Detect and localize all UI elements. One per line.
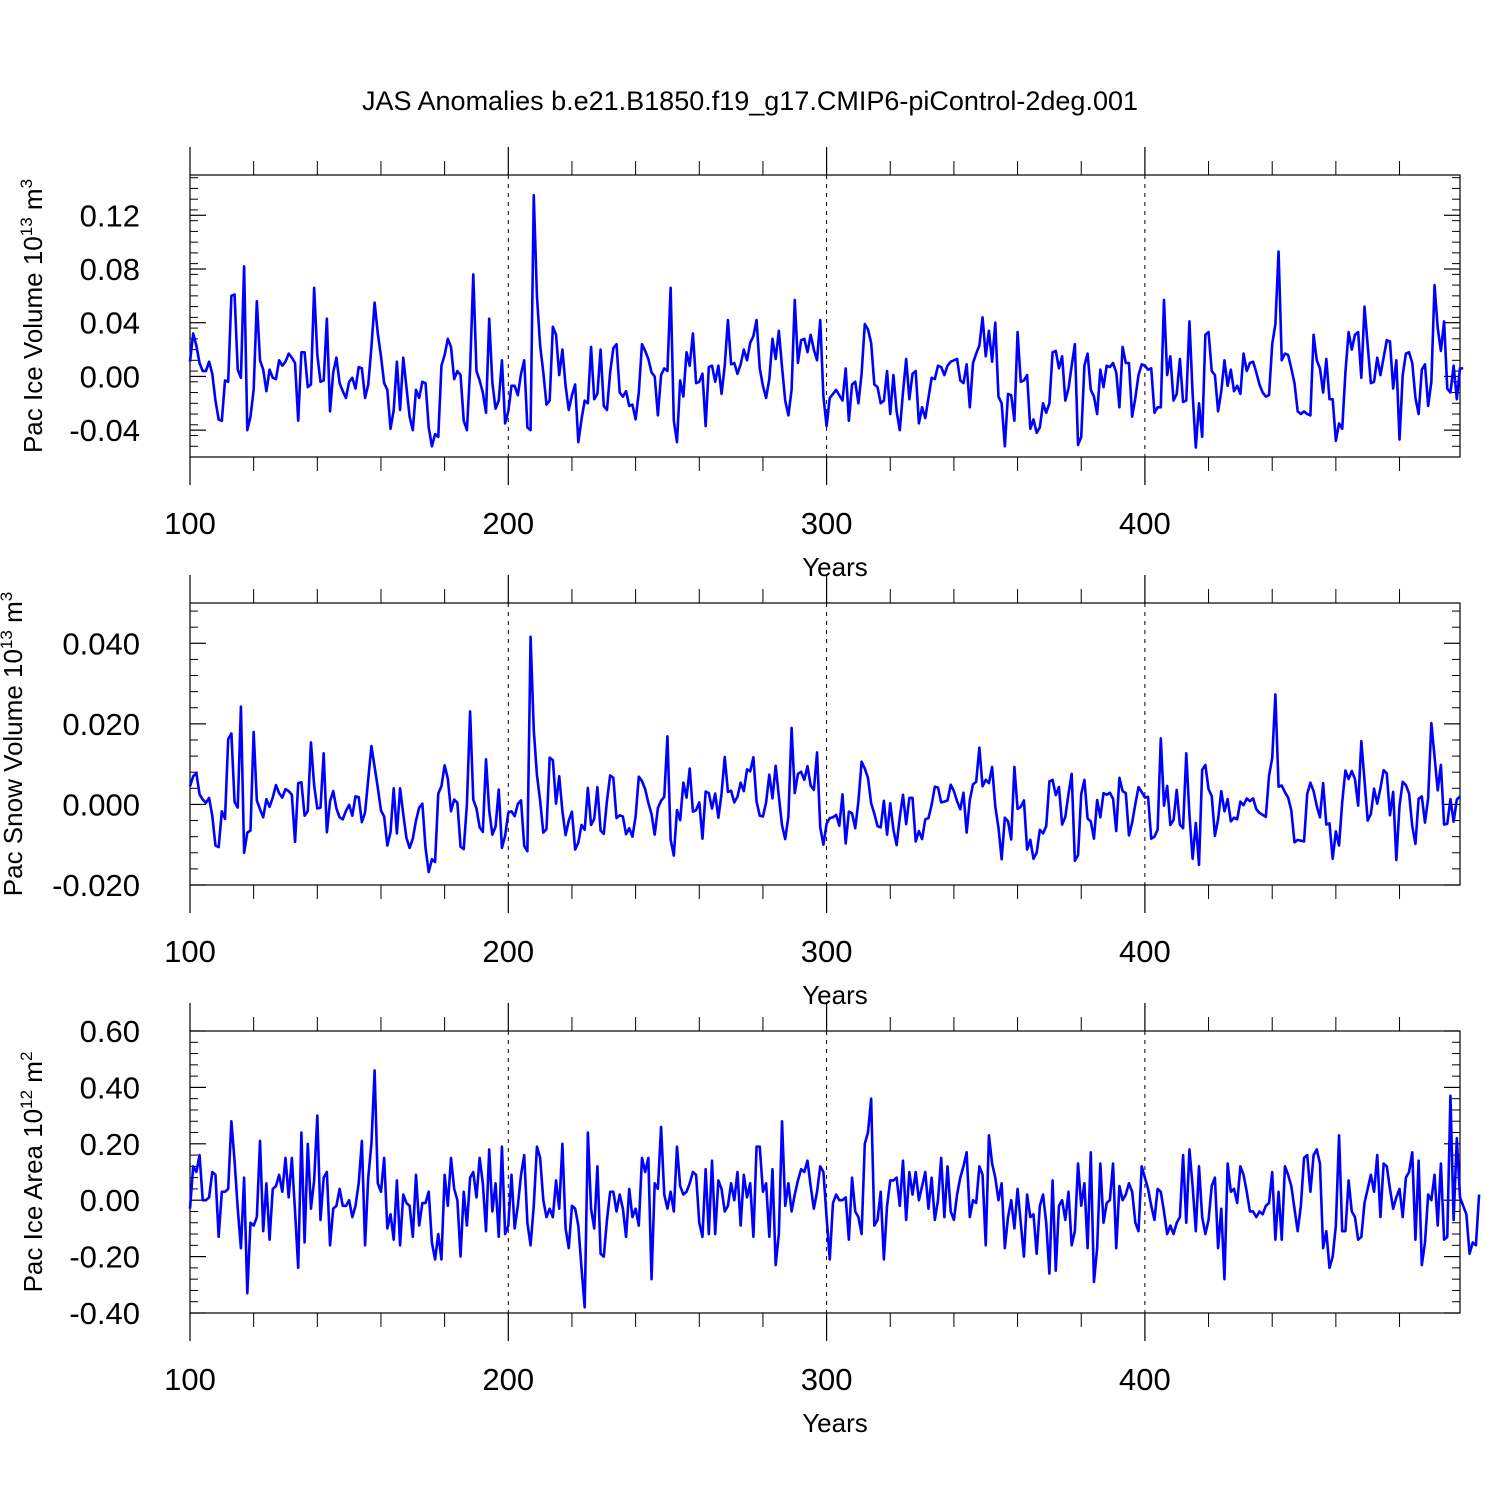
plot-frame xyxy=(189,1030,1461,1314)
x-tick-label: 200 xyxy=(482,506,534,541)
y-axis-label-unit: m xyxy=(0,601,28,630)
y-tick-label: 0.60 xyxy=(80,1014,140,1049)
y-tick-label: 0.020 xyxy=(62,707,140,742)
x-axis-label: Years xyxy=(802,980,868,1010)
panel-2: 100 200 300 400 -0.020 0.000 0.020 0.040 Years Pa… xyxy=(0,575,1461,1010)
x-tick-label: 300 xyxy=(801,934,853,969)
y-tick-label: 0.000 xyxy=(62,787,140,822)
y-tick-label: 0.040 xyxy=(62,626,140,661)
x-tick-label: 400 xyxy=(1119,506,1171,541)
y-axis-label-exponent: 12 xyxy=(17,1090,36,1109)
y-tick-label: 0.04 xyxy=(80,306,140,341)
series-line xyxy=(188,635,1461,874)
y-axis-label-unit: m xyxy=(18,1061,48,1090)
y-axis-label-text: Pac Ice Area 10 xyxy=(18,1109,48,1293)
x-axis-label: Years xyxy=(802,1408,868,1438)
y-axis-label-unit: m xyxy=(18,188,48,217)
y-axis-label-exponent: 13 xyxy=(0,630,16,649)
plot-frame xyxy=(189,602,1461,886)
y-axis-label-text: Pac Snow Volume 10 xyxy=(0,649,28,896)
y-tick-label: -0.020 xyxy=(52,868,140,903)
y-tick-label: 0.00 xyxy=(80,1183,140,1218)
series-line xyxy=(188,1069,1481,1309)
x-tick-label: 100 xyxy=(164,934,216,969)
panels: 100 200 300 400 -0.04 0.00 0.04 0.08 0.12 Years Pa… xyxy=(0,147,1481,1438)
figure-title: JAS Anomalies b.e21.B1850.f19_g17.CMIP6-… xyxy=(362,86,1138,116)
plot-frame xyxy=(189,174,1461,458)
x-tick-label: 200 xyxy=(482,934,534,969)
x-tick-label: 400 xyxy=(1119,934,1171,969)
x-tick-label: 200 xyxy=(482,1362,534,1397)
x-axis-label: Years xyxy=(802,552,868,582)
y-tick-label: 0.00 xyxy=(80,359,140,394)
y-axis-label: Pac Ice Volume 1013 m3 xyxy=(17,179,48,453)
y-tick-label: 0.20 xyxy=(80,1127,140,1162)
x-tick-label: 400 xyxy=(1119,1362,1171,1397)
y-axis-label-text: Pac Ice Volume 10 xyxy=(18,236,48,453)
y-tick-label: -0.20 xyxy=(69,1240,140,1275)
x-tick-label: 300 xyxy=(801,506,853,541)
y-axis-label-unit-exponent: 2 xyxy=(17,1052,36,1061)
y-tick-label: 0.12 xyxy=(80,198,140,233)
y-tick-label: -0.40 xyxy=(69,1296,140,1331)
y-axis-label: Pac Snow Volume 1013 m3 xyxy=(0,592,28,896)
x-tick-label: 300 xyxy=(801,1362,853,1397)
series-line xyxy=(188,193,1464,449)
y-axis-label-unit-exponent: 3 xyxy=(0,592,16,601)
x-tick-label: 100 xyxy=(164,1362,216,1397)
panel-3: 100 200 300 400 -0.40 -0.20 0.00 0.20 0.40 0.60 Ye… xyxy=(17,1003,1481,1438)
y-axis-label-exponent: 13 xyxy=(17,217,36,236)
y-axis-label: Pac Ice Area 1012 m2 xyxy=(17,1052,48,1293)
y-tick-label: 0.08 xyxy=(80,252,140,287)
x-tick-label: 100 xyxy=(164,506,216,541)
y-tick-label: 0.40 xyxy=(80,1070,140,1105)
y-axis-label-unit-exponent: 3 xyxy=(17,179,36,188)
panel-1: 100 200 300 400 -0.04 0.00 0.04 0.08 0.12 Years Pa… xyxy=(17,147,1464,582)
y-tick-label: -0.04 xyxy=(69,413,140,448)
